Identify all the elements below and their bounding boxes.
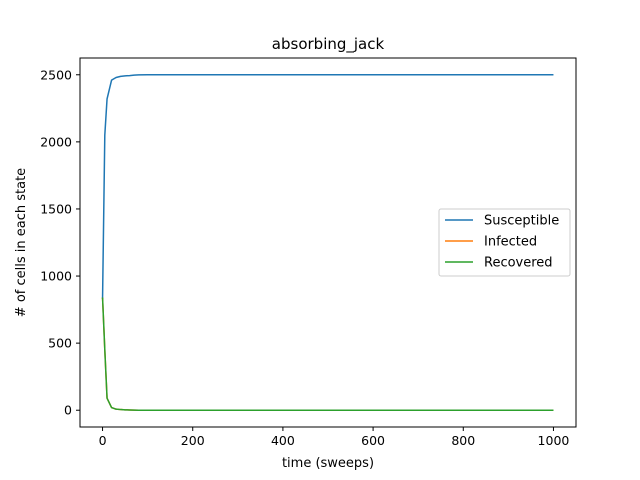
series-line-susceptible: [101, 74, 554, 299]
legend: Susceptible Infected Recovered: [438, 208, 571, 277]
x-axis: 0 200 400 600 800 1000: [99, 427, 570, 448]
plot-frame: [79, 57, 577, 428]
y-axis: 0 500 1000 1500 2000 2500: [40, 67, 80, 418]
y-tick-label: 2000: [40, 134, 72, 149]
y-tick-label: 2500: [40, 67, 72, 82]
x-tick-label: 800: [451, 433, 475, 448]
legend-label-infected: Infected: [484, 235, 537, 250]
y-tick-label: 0: [64, 403, 72, 418]
legend-label-recovered: Recovered: [484, 256, 553, 271]
legend-label-susceptible: Susceptible: [484, 214, 559, 229]
x-tick-label: 600: [361, 433, 385, 448]
x-tick-label: 400: [271, 433, 295, 448]
series-line-recovered: [101, 297, 554, 411]
legend-box: [438, 208, 571, 277]
x-axis-label: time (sweeps): [282, 456, 374, 471]
y-axis-label: # of cells in each state: [14, 168, 29, 317]
x-tick-label: 0: [99, 433, 107, 448]
chart-title: absorbing_jack: [272, 35, 385, 54]
y-tick-label: 1000: [40, 269, 72, 284]
x-tick-label: 200: [181, 433, 205, 448]
y-tick-label: 1500: [40, 201, 72, 216]
x-tick-label: 1000: [538, 433, 570, 448]
y-tick-label: 500: [48, 336, 72, 351]
plot-lines: [101, 74, 554, 411]
